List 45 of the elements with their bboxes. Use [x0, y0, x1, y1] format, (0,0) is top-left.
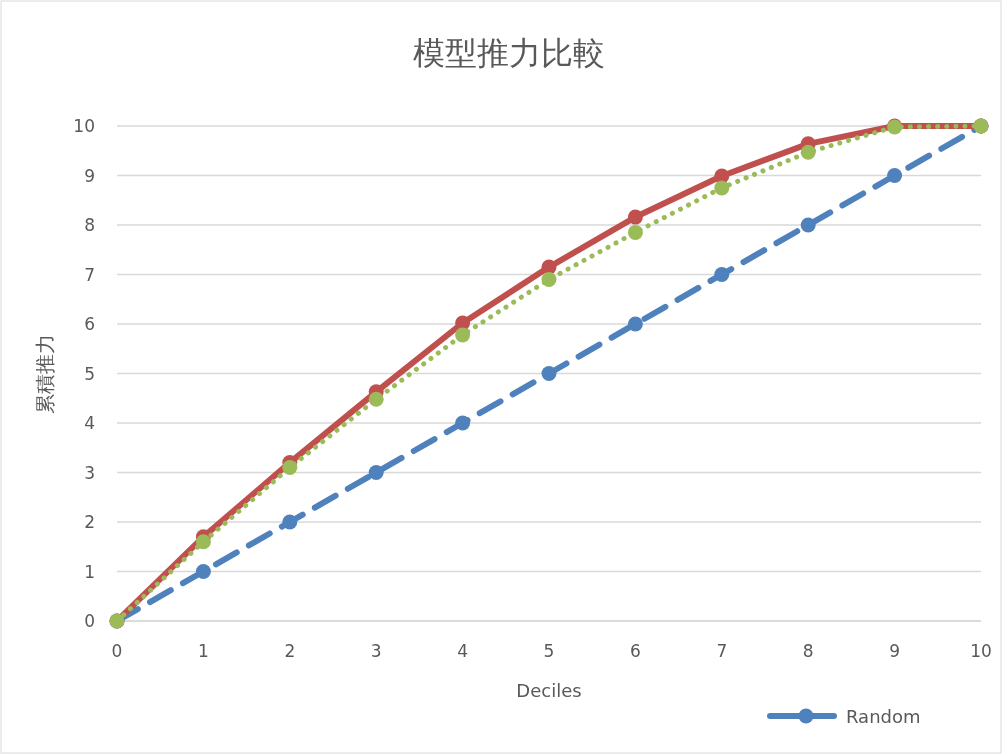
point — [627, 224, 643, 240]
y-tick-label: 2 — [84, 512, 95, 532]
x-tick-label: 10 — [970, 641, 992, 661]
point — [887, 168, 903, 183]
x-tick-label: 0 — [111, 641, 123, 661]
x-tick-label: 7 — [716, 641, 728, 661]
point — [714, 267, 730, 282]
x-tick-label: 6 — [629, 641, 641, 661]
point — [368, 391, 384, 407]
y-tick-label: 1 — [84, 561, 95, 582]
point — [455, 327, 471, 343]
x-tick-label: 5 — [543, 641, 555, 661]
point — [627, 209, 643, 225]
x-tick-label: 1 — [197, 641, 209, 661]
x-axis-title: Deciles — [516, 680, 582, 701]
x-tick-label: 8 — [802, 641, 814, 661]
x-tick-label: 2 — [284, 641, 296, 661]
point — [541, 271, 557, 287]
y-tick-label: 6 — [84, 314, 95, 334]
legend: Random — [767, 706, 921, 727]
y-tick-label: 10 — [73, 116, 95, 136]
y-axis-title: 累積推力 — [33, 333, 57, 414]
point — [541, 366, 557, 381]
legend-label: Random — [846, 706, 921, 727]
y-tick-label: 5 — [84, 363, 95, 384]
y-tick-label: 9 — [84, 165, 95, 186]
point — [714, 180, 730, 196]
y-tick-label: 0 — [84, 611, 95, 631]
point — [800, 144, 816, 160]
y-tick-label: 8 — [84, 215, 95, 235]
point — [282, 514, 298, 530]
point — [627, 316, 643, 332]
point — [195, 534, 211, 550]
point — [368, 465, 384, 480]
chart-title: 模型推力比較 — [413, 34, 605, 72]
y-tick-label: 3 — [84, 462, 95, 483]
point — [800, 217, 816, 233]
point — [282, 460, 298, 476]
x-tick-label: 4 — [457, 641, 469, 661]
x-tick-label: 3 — [370, 641, 382, 661]
point — [195, 564, 211, 579]
x-tick-label: 9 — [889, 641, 901, 661]
point — [455, 415, 471, 431]
y-tick-label: 4 — [84, 413, 95, 433]
y-tick-label: 7 — [84, 264, 95, 285]
